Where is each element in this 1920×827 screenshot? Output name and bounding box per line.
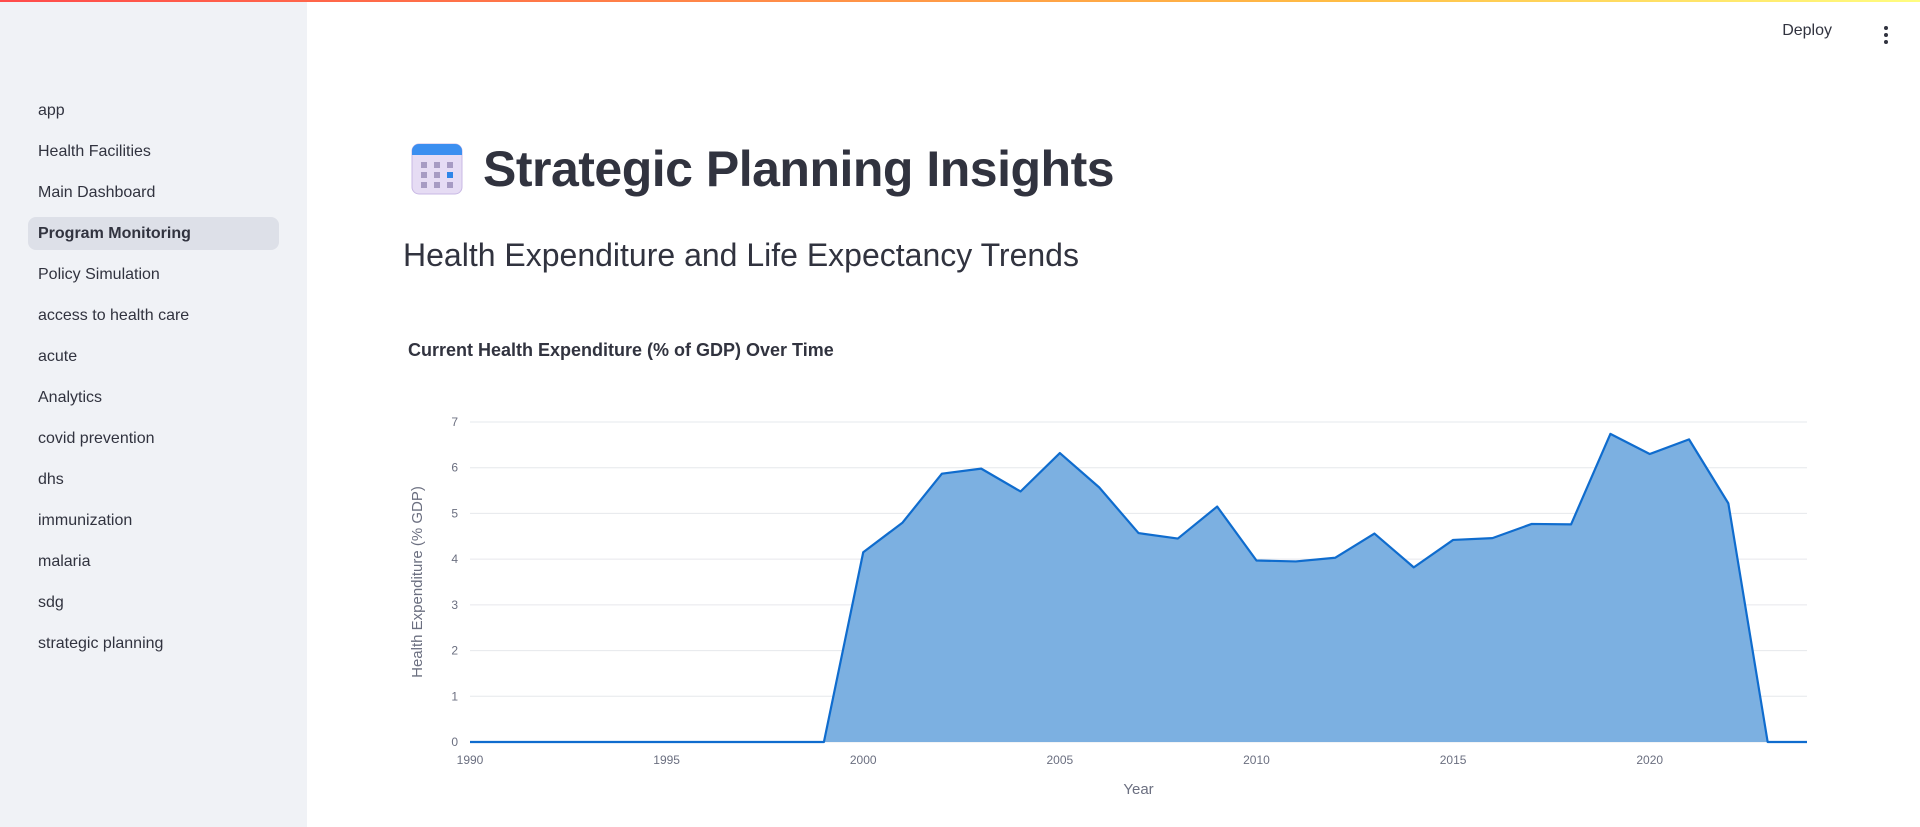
x-tick-label: 2000 [850,753,877,767]
chart-title: Current Health Expenditure (% of GDP) Ov… [408,340,834,360]
sidebar-item-health-facilities[interactable]: Health Facilities [38,143,151,160]
sidebar-item-sdg[interactable]: sdg [38,594,64,611]
y-tick-label: 6 [451,461,458,475]
x-tick-label: 2020 [1636,753,1663,767]
app-header: Deploy [1620,2,1920,68]
sidebar-item-strategic-planning[interactable]: strategic planning [38,635,164,652]
sidebar-item-app[interactable]: app [38,102,65,119]
sidebar-item-access-to-health-care[interactable]: access to health care [38,307,190,324]
x-tick-label: 2015 [1440,753,1467,767]
x-tick-label: 2010 [1243,753,1270,767]
y-tick-label: 1 [451,689,458,703]
sidebar: app Health Facilities Main Dashboard Progra… [0,2,307,827]
section-subtitle: Health Expenditure and Life Expectancy T… [403,237,1079,273]
sidebar-item-acute[interactable]: acute [38,348,78,365]
y-tick-label: 0 [451,735,458,749]
x-tick-label: 1995 [653,753,680,767]
title-row: Strategic Planning Insights [411,140,1115,198]
sidebar-item-main-dashboard[interactable]: Main Dashboard [38,184,156,201]
main-content: Strategic Planning Insights Health Expen… [307,2,1920,827]
sidebar-nav: app Health Facilities Main Dashboard Progra… [28,94,279,668]
y-tick-label: 4 [451,552,458,566]
page-title: Strategic Planning Insights [483,141,1115,197]
series-line [470,432,1807,744]
x-tick-label: 2005 [1047,753,1074,767]
deploy-button[interactable]: Deploy [1782,22,1832,39]
sidebar-item-immunization[interactable]: immunization [38,512,133,529]
sidebar-item-program-monitoring[interactable]: Program Monitoring [28,217,279,250]
sidebar-item-malaria[interactable]: malaria [38,553,91,570]
y-tick-label: 2 [451,644,458,658]
x-axis-label: Year [1123,781,1153,798]
area-chart[interactable]: 0 1 2 3 4 5 6 7 1990 1995 2000 2005 2010 2015 2020 Year… [399,402,1849,812]
kebab-menu-icon[interactable] [1882,26,1890,44]
sidebar-item-dhs[interactable]: dhs [38,471,64,488]
y-tick-label: 5 [451,506,458,520]
sidebar-item-covid-prevention[interactable]: covid prevention [38,430,155,447]
y-tick-label: 3 [451,598,458,612]
y-tick-label: 7 [451,415,458,429]
x-tick-label: 1990 [457,753,484,767]
calendar-icon [411,143,463,195]
sidebar-item-analytics[interactable]: Analytics [38,389,103,406]
y-axis-label: Health Expenditure (% GDP) [409,486,426,678]
top-accent-bar [0,0,1920,2]
area-fill [470,433,1807,742]
sidebar-item-policy-simulation[interactable]: Policy Simulation [38,266,160,283]
